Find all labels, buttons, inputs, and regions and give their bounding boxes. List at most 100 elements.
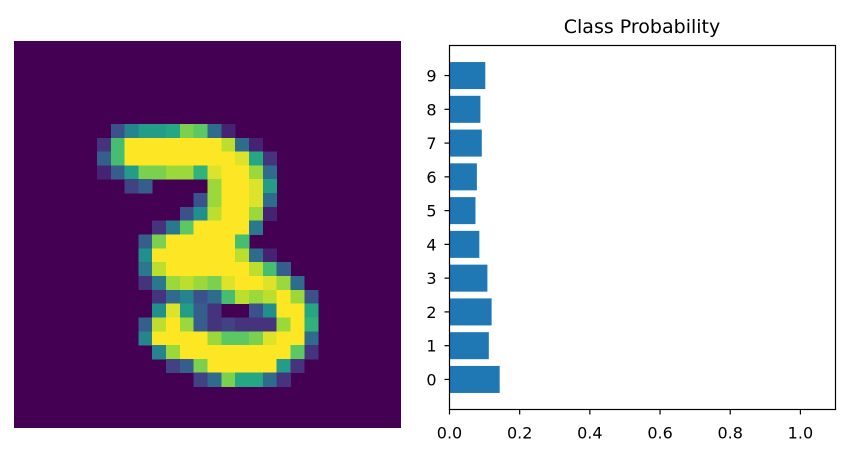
heatmap-cell [179,345,195,360]
x-tick-label: 1.0 [788,424,813,443]
heatmap-cell [152,262,167,277]
bar-class-4 [449,230,480,258]
heatmap-cell [304,331,319,346]
heatmap-cell [166,358,181,374]
digit-image-heatmap [14,41,401,428]
plot-frame [448,44,837,411]
heatmap-cell [179,151,195,166]
heatmap-cell [138,248,153,263]
heatmap-cell [124,151,139,166]
x-tick-label: 0.0 [437,424,462,443]
heatmap-cell [262,151,278,166]
heatmap-cell [193,289,208,305]
heatmap-cell [179,289,195,305]
heatmap-cell [166,303,181,318]
heatmap-cell [193,331,208,346]
heatmap-cell [166,289,181,305]
heatmap-cell [262,289,278,305]
heatmap-cell [152,248,167,263]
heatmap-cell [221,193,236,208]
heatmap-cell [193,262,208,277]
heatmap-cell [166,262,181,277]
y-axis: 0 1 2 3 4 5 6 7 8 9 [426,67,450,389]
heatmap-cell [138,331,153,346]
bar-class-3 [449,264,488,292]
heatmap-cell [193,303,208,318]
heatmap-cell [248,317,264,332]
heatmap-cell [235,248,250,263]
heatmap-cell [152,303,167,318]
heatmap-cell [262,248,278,263]
heatmap-cell [221,151,236,166]
heatmap-cell [207,317,222,332]
heatmap-cell [152,275,167,291]
heatmap-cell [290,275,305,291]
heatmap-cell [248,262,264,277]
y-tick-label: 8 [426,100,436,119]
heatmap-cell [221,289,236,305]
class-probability-chart: Class Probability 0.0 0.2 0.4 0.6 0.8 1.0 0 1 2… [426,16,837,443]
heatmap-cell [262,317,278,332]
heatmap-cell [193,358,208,374]
heatmap-cell [207,220,222,235]
heatmap-cell [221,317,236,332]
y-tick-label: 4 [426,235,436,254]
y-tick-label: 6 [426,168,436,187]
heatmap-cell [207,303,222,318]
heatmap-cell [166,345,181,360]
heatmap-cell [221,220,236,235]
bar-class-9 [449,62,486,90]
heatmap-cell [235,262,250,277]
heatmap-cell [124,123,139,139]
heatmap-cell [207,151,222,166]
heatmap-cell [262,303,278,318]
y-tick-label: 0 [426,370,436,389]
y-tick-label: 1 [426,337,436,356]
heatmap-cell [276,275,291,291]
heatmap-cell [110,165,125,180]
heatmap-cell [235,234,250,249]
heatmap-cell [166,317,181,332]
heatmap-cell [166,123,181,139]
heatmap-cell [276,317,291,332]
heatmap-cell [152,220,167,235]
heatmap-cell [138,165,153,180]
heatmap-cell [262,331,278,346]
heatmap-cell [248,165,264,180]
heatmap-cell [193,193,208,208]
y-tick-label: 9 [426,67,436,86]
heatmap-cell [193,137,208,152]
chart-title: Class Probability [564,16,720,38]
heatmap-cell [262,262,278,277]
heatmap-cell [262,193,278,208]
heatmap-cell [276,289,291,305]
heatmap-cell [248,179,264,194]
heatmap-cell [248,372,264,387]
heatmap-cell [221,262,236,277]
heatmap-cell [262,275,278,291]
heatmap-cell [235,193,250,208]
heatmap-cell [207,179,222,194]
heatmap-cell [166,165,181,180]
heatmap-cell [193,317,208,332]
heatmap-cell [235,289,250,305]
heatmap-cell [179,303,195,318]
heatmap-cell [235,137,250,152]
bar-class-8 [449,95,481,123]
heatmap-cell [179,165,195,180]
heatmap-cell [179,358,195,374]
heatmap-cell [235,151,250,166]
x-tick-label: 0.2 [507,424,532,443]
heatmap-cell [235,331,250,346]
heatmap-cell [290,331,305,346]
heatmap-cell [138,151,153,166]
bar-class-5 [449,197,476,225]
heatmap-cell [221,234,236,249]
bar-class-0 [449,365,500,393]
y-tick-label: 7 [426,134,436,153]
heatmap-cell [179,123,195,139]
heatmap-cell [235,220,250,235]
y-tick-label: 3 [426,269,436,288]
heatmap-cell [221,248,236,263]
